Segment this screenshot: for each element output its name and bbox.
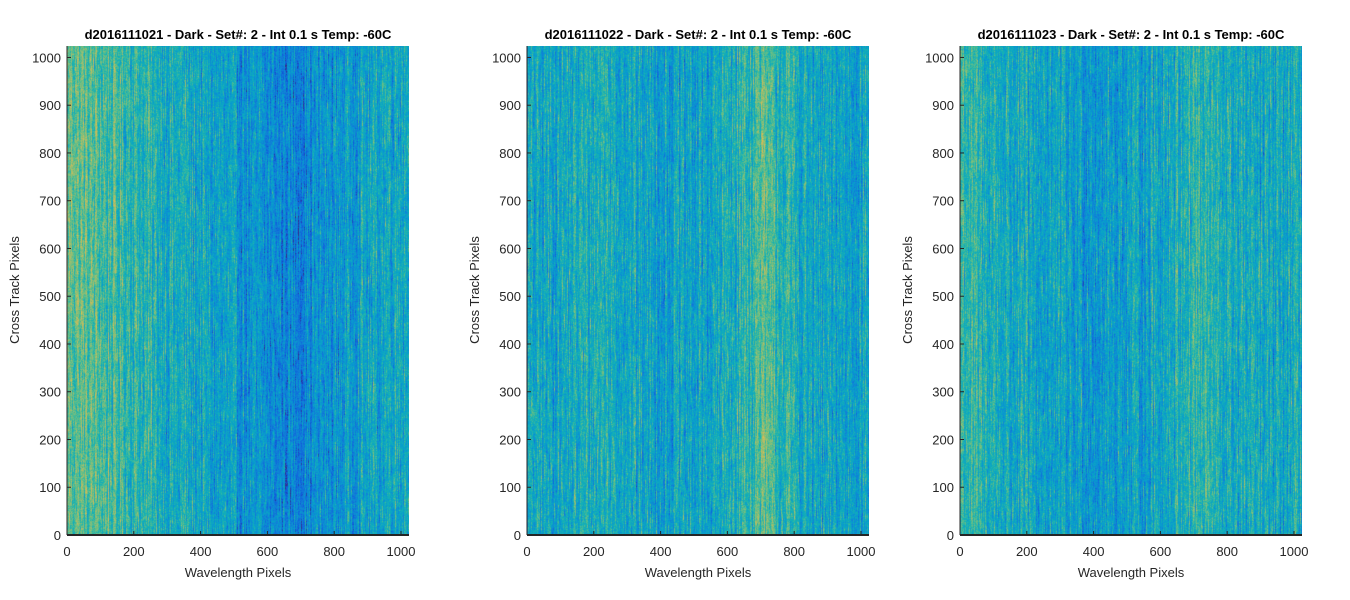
chart-title: d2016111023 - Dark - Set#: 2 - Int 0.1 s… <box>978 27 1285 42</box>
y-tick-label: 700 <box>499 194 521 209</box>
x-tick-label: 1000 <box>847 544 876 559</box>
y-tick-label: 300 <box>932 385 954 400</box>
y-axis-label: Cross Track Pixels <box>7 236 22 344</box>
y-axis-label: Cross Track Pixels <box>900 236 915 344</box>
x-tick-label: 400 <box>1083 544 1105 559</box>
x-tick-label: 600 <box>257 544 279 559</box>
chart-panel-2: d2016111022 - Dark - Set#: 2 - Int 0.1 s… <box>467 27 875 580</box>
y-tick-label: 1000 <box>492 50 521 65</box>
y-tick-label: 500 <box>932 289 954 304</box>
heatmap-area <box>527 46 869 535</box>
y-tick-label: 1000 <box>32 50 61 65</box>
heatmap-area <box>67 46 409 535</box>
y-tick-label: 600 <box>932 241 954 256</box>
x-axis-ticks: 0 200 400 600 800 1000 <box>523 531 875 559</box>
y-tick-label: 100 <box>499 480 521 495</box>
y-axis-ticks: 0 100 200 300 400 500 600 700 800 900 1000 <box>32 50 71 543</box>
y-tick-label: 500 <box>39 289 61 304</box>
y-tick-label: 300 <box>499 385 521 400</box>
y-tick-label: 200 <box>499 432 521 447</box>
y-tick-label: 500 <box>499 289 521 304</box>
y-tick-label: 800 <box>39 146 61 161</box>
chart-title: d2016111022 - Dark - Set#: 2 - Int 0.1 s… <box>545 27 852 42</box>
x-tick-label: 0 <box>523 544 530 559</box>
y-tick-label: 900 <box>499 98 521 113</box>
heatmap-area <box>960 46 1302 535</box>
y-axis-label: Cross Track Pixels <box>467 236 482 344</box>
y-tick-label: 600 <box>39 241 61 256</box>
y-tick-label: 1000 <box>925 50 954 65</box>
x-axis-ticks: 0 200 400 600 800 1000 <box>956 531 1308 559</box>
x-tick-label: 0 <box>956 544 963 559</box>
y-tick-label: 900 <box>39 98 61 113</box>
x-axis-label: Wavelength Pixels <box>645 565 752 580</box>
y-tick-label: 900 <box>932 98 954 113</box>
chart-panel-1: d2016111021 - Dark - Set#: 2 - Int 0.1 s… <box>7 27 415 580</box>
x-axis-ticks: 0 200 400 600 800 1000 <box>63 531 415 559</box>
x-tick-label: 400 <box>190 544 212 559</box>
x-tick-label: 200 <box>123 544 145 559</box>
y-tick-label: 0 <box>54 528 61 543</box>
x-tick-label: 800 <box>1216 544 1238 559</box>
x-tick-label: 600 <box>1150 544 1172 559</box>
y-tick-label: 800 <box>499 146 521 161</box>
x-axis-label: Wavelength Pixels <box>1078 565 1185 580</box>
y-tick-label: 400 <box>39 337 61 352</box>
y-tick-label: 400 <box>932 337 954 352</box>
x-tick-label: 200 <box>583 544 605 559</box>
heatmap-image <box>527 46 869 535</box>
chart-title: d2016111021 - Dark - Set#: 2 - Int 0.1 s… <box>85 27 392 42</box>
y-tick-label: 100 <box>39 480 61 495</box>
x-tick-label: 200 <box>1016 544 1038 559</box>
y-tick-label: 600 <box>499 241 521 256</box>
x-tick-label: 600 <box>717 544 739 559</box>
x-tick-label: 1000 <box>1280 544 1309 559</box>
y-tick-label: 400 <box>499 337 521 352</box>
y-tick-label: 700 <box>932 194 954 209</box>
heatmap-image <box>67 46 409 535</box>
x-tick-label: 0 <box>63 544 70 559</box>
y-tick-label: 100 <box>932 480 954 495</box>
y-axis-ticks: 0 100 200 300 400 500 600 700 800 900 1000 <box>492 50 531 543</box>
x-tick-label: 1000 <box>387 544 416 559</box>
x-tick-label: 800 <box>783 544 805 559</box>
chart-panel-3: d2016111023 - Dark - Set#: 2 - Int 0.1 s… <box>900 27 1308 580</box>
x-axis-label: Wavelength Pixels <box>185 565 292 580</box>
heatmap-image <box>960 46 1302 535</box>
x-tick-label: 400 <box>650 544 672 559</box>
y-tick-label: 0 <box>514 528 521 543</box>
y-tick-label: 800 <box>932 146 954 161</box>
y-tick-label: 200 <box>39 432 61 447</box>
y-tick-label: 0 <box>947 528 954 543</box>
y-tick-label: 200 <box>932 432 954 447</box>
y-axis-ticks: 0 100 200 300 400 500 600 700 800 900 1000 <box>925 50 964 543</box>
y-tick-label: 700 <box>39 194 61 209</box>
y-tick-label: 300 <box>39 385 61 400</box>
x-tick-label: 800 <box>323 544 345 559</box>
